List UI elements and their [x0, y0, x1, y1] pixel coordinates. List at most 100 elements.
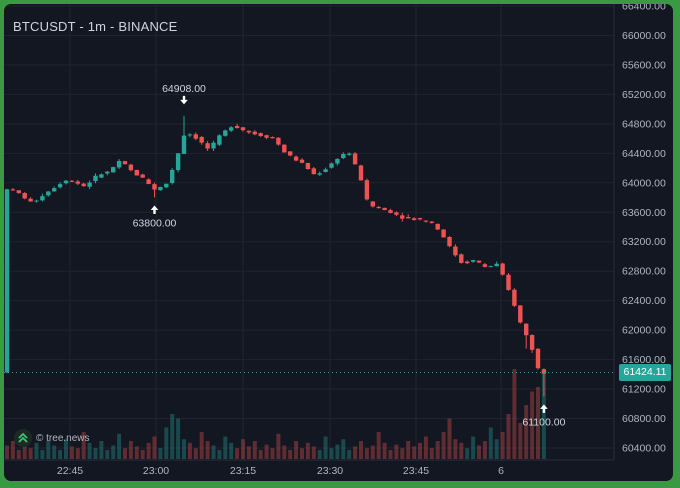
volume-bar	[235, 448, 240, 459]
candle-body	[476, 260, 482, 263]
volume-bar	[364, 448, 369, 459]
high-marker-label: 64908.00	[162, 83, 206, 95]
volume-bar	[530, 391, 535, 459]
volume-bar	[441, 432, 446, 459]
time-tick-label: 23:15	[230, 465, 256, 477]
volume-bar	[87, 442, 92, 459]
volume-bar	[453, 439, 458, 459]
volume-bar	[176, 418, 181, 459]
volume-bar	[317, 450, 322, 459]
candle-body	[459, 254, 464, 263]
candle-body	[388, 210, 393, 213]
volume-bar	[241, 439, 245, 459]
time-tick-label: 23:30	[317, 465, 343, 477]
up-arrow-icon	[540, 404, 548, 413]
low-marker-label: 63800.00	[133, 218, 177, 230]
volume-bar	[69, 446, 74, 459]
candlestick-chart[interactable]: 66400.00 66000.00 65600.00 65200.00 64800.00…	[4, 4, 673, 481]
price-tick-label: 62800.00	[622, 266, 666, 278]
candle-body	[240, 127, 246, 131]
candle-body	[317, 173, 322, 175]
candle-body	[335, 158, 340, 164]
volume-bar	[128, 441, 133, 459]
volume-bar	[187, 442, 192, 459]
candle-body	[506, 274, 511, 290]
volume-bar	[465, 448, 470, 459]
chart-title: BTCUSDT - 1m - BINANCE	[13, 19, 178, 34]
candle-body	[28, 198, 33, 202]
volume-bar	[506, 414, 511, 459]
candle-body	[512, 289, 517, 306]
price-tick-label: 65600.00	[622, 59, 666, 71]
candle-body	[447, 236, 452, 247]
candle-body	[105, 171, 110, 174]
volume-bar	[217, 450, 222, 459]
volume-bar	[123, 448, 127, 459]
volume-bar	[482, 441, 487, 459]
candle-body	[258, 133, 263, 137]
low-marker-label: 61100.00	[522, 416, 565, 428]
candle-body	[134, 169, 139, 176]
candle-body	[529, 335, 535, 350]
volume-bar	[93, 448, 98, 459]
candle-body	[364, 180, 370, 200]
volume-bar	[134, 446, 139, 459]
candle-body	[299, 159, 305, 163]
candle-body	[111, 167, 116, 173]
last-price-tag: 61424.11	[619, 364, 671, 382]
price-tick-label: 66400.00	[622, 4, 666, 13]
volume-bar	[276, 433, 281, 459]
candle-body	[181, 135, 187, 154]
candle-body	[158, 186, 163, 191]
price-tick-label: 62400.00	[622, 295, 666, 307]
volume-bar	[435, 441, 440, 459]
candle-body	[488, 266, 493, 268]
candle-body	[341, 154, 346, 159]
candle-body	[406, 217, 411, 219]
volume-bar	[117, 433, 122, 459]
candle-body	[400, 215, 405, 219]
candle-body	[246, 130, 252, 133]
volume-bar	[16, 450, 21, 459]
volume-bar	[205, 441, 210, 459]
candle-body	[264, 135, 269, 138]
volume-bar	[81, 432, 86, 459]
price-tick-label: 63600.00	[622, 207, 666, 219]
volume-bar	[459, 442, 464, 459]
volume-bar	[64, 439, 68, 459]
candle-body	[229, 127, 234, 131]
price-tick-label: 60800.00	[622, 413, 666, 425]
volume-bar	[246, 446, 251, 459]
candle-body	[223, 130, 228, 136]
candle-body	[394, 212, 399, 215]
volume-bar	[429, 448, 434, 459]
candle-body	[40, 196, 45, 201]
time-tick-label: 23:00	[143, 465, 169, 477]
price-tick-label: 60400.00	[622, 443, 666, 455]
price-tick-label: 64400.00	[622, 148, 666, 160]
volume-bar	[28, 448, 33, 459]
volume-bar	[347, 450, 352, 459]
candle-body	[358, 165, 364, 181]
volume-bar	[34, 442, 39, 459]
candle-body	[205, 143, 210, 149]
time-tick-label: 23:45	[403, 465, 429, 477]
volume-bar	[258, 450, 263, 459]
volume-bar	[400, 448, 405, 459]
volume-bar	[394, 444, 399, 459]
volume-bar	[329, 448, 334, 459]
candle-body	[10, 189, 16, 191]
volume-bar	[412, 446, 417, 459]
candle-body	[541, 369, 547, 374]
volume-bar	[471, 436, 476, 459]
candle-body	[4, 189, 10, 373]
candle-body	[494, 263, 499, 267]
volume-bar	[370, 445, 375, 459]
candle-body	[435, 223, 440, 230]
candle-body	[376, 206, 381, 209]
candle-body	[311, 168, 316, 175]
candle-body	[87, 182, 92, 187]
candle-body	[199, 136, 204, 143]
volume-bar	[418, 442, 422, 459]
watermark-text: © tree.news	[36, 432, 90, 444]
